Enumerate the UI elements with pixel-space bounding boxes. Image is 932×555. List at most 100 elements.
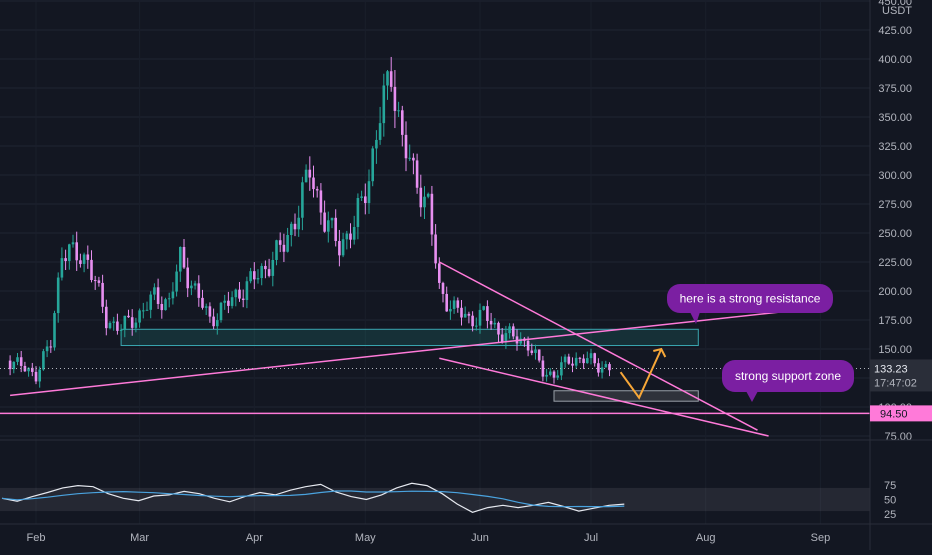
oscillator-ma-line [1,490,625,508]
candle-up [123,315,127,330]
candle-up [378,123,382,140]
candle-up [449,308,452,312]
candle-down [315,189,319,191]
candle-down [197,283,201,298]
candle-up [119,329,123,331]
candle-down [471,315,474,327]
candle-up [371,148,374,182]
candle-up [386,71,389,86]
candle-up [423,196,426,208]
candle-down [582,358,585,364]
candle-down [401,110,404,135]
resistance-zone [120,328,699,347]
candle-up [145,309,149,311]
candle-up [175,271,178,292]
candle-down [456,300,460,308]
candle-up [45,346,49,352]
currency-label: USDT [882,5,912,17]
candle-down [105,306,108,329]
candle-down [282,244,286,252]
candle-down [75,242,78,261]
time-tick-label: Apr [246,532,263,544]
candle-up [27,367,30,372]
candle-up [304,169,308,183]
candle-up [171,291,175,299]
oscillator-tick-label: 50 [884,495,896,507]
price-tick-label: 200.00 [878,286,912,298]
candle-down [597,363,600,373]
candle-up [53,313,56,348]
support-zone [553,390,699,402]
candle-down [541,360,545,377]
candle-up [219,302,223,321]
price-tick-label: 275.00 [878,199,912,211]
candle-down [364,196,367,204]
candle-up [12,361,16,370]
candle-down [537,349,541,361]
candle-down [31,367,34,372]
candle-down [8,360,12,370]
candle-down [460,307,463,318]
candle-up [545,374,548,377]
price-tick-label: 425.00 [878,25,912,37]
candle-up [504,333,508,343]
candle-up [382,85,386,124]
candle-down [156,287,160,304]
candle-down [389,71,393,87]
descending-lower-trendline [439,357,769,437]
grid [0,0,870,437]
candle-down [571,363,574,366]
time-tick-label: Jul [584,532,598,544]
candle-up [60,258,64,278]
candle-up [82,254,86,264]
candle-up [297,217,300,230]
candle-up [286,234,289,252]
candle-up [589,353,593,359]
candle-up [475,325,478,327]
price-tick-label: 225.00 [878,257,912,269]
candle-up [204,306,208,308]
current-price-label: 133.23 [874,363,908,375]
price-tick-label: 300.00 [878,170,912,182]
candle-up [256,278,260,280]
candle-up [330,217,334,221]
candle-down [593,353,596,364]
candle-down [434,234,437,264]
candle-down [530,350,534,353]
descending-upper-trendline [438,261,758,431]
candle-down [34,371,38,382]
price-tick-label: 150.00 [878,344,912,356]
candle-down [323,212,326,232]
candle-up [16,357,19,362]
candle-up [426,193,430,197]
candle-up [271,259,275,276]
candle-up [245,281,249,301]
candle-up [563,356,567,363]
support-price-label: 94.50 [880,408,908,420]
candle-down [86,254,90,260]
candle-up [586,358,589,364]
candle-up [190,285,193,289]
candle-down [467,313,471,316]
candle-down [415,160,419,188]
candle-up [301,182,304,218]
candle-down [186,267,189,289]
candle-up [179,247,182,272]
candle-up [478,309,482,326]
support-callout-tail [746,391,758,402]
candle-down [489,320,493,325]
zones [120,328,699,402]
candle-up [519,338,522,344]
candle-down [116,321,119,331]
price-tick-label: 375.00 [878,83,912,95]
price-tick-label: 400.00 [878,54,912,66]
candle-up [230,297,234,306]
candle-down [49,346,53,348]
candle-up [574,357,578,366]
candle-up [375,139,378,149]
candle-up [164,299,167,311]
support-price-tag [870,405,932,422]
resistance-callout-tail [690,312,700,324]
